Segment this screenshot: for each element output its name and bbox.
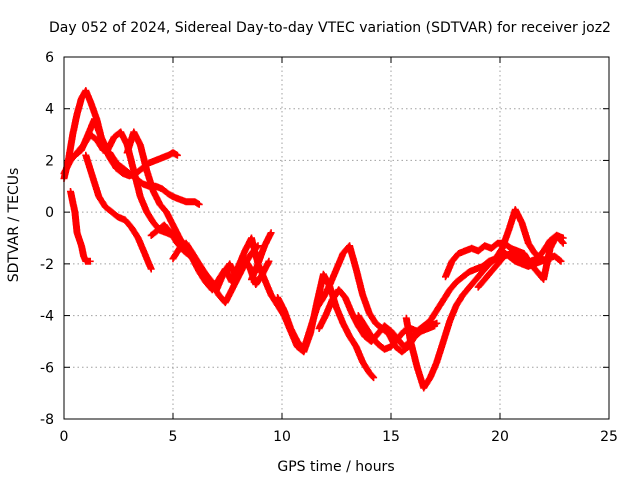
y-tick-label: 0	[45, 205, 54, 221]
data-points	[60, 87, 567, 392]
x-axis-label: GPS time / hours	[277, 459, 394, 475]
data-point-trace	[442, 231, 567, 283]
y-axis-label: SDTVAR / TECUs	[6, 168, 22, 283]
plot-frame	[63, 56, 610, 420]
y-tick-label: -8	[40, 412, 54, 428]
y-tick-label: 6	[45, 50, 54, 66]
y-tick-label: 2	[45, 153, 54, 169]
y-tick-label: -6	[40, 360, 54, 376]
x-tick-label: 15	[382, 429, 400, 445]
data-point-trace	[67, 188, 94, 265]
series-arc-1	[67, 188, 94, 265]
y-tick-label: -2	[40, 257, 54, 273]
series-arc-5	[82, 151, 155, 273]
x-tick-label: 5	[169, 429, 178, 445]
y-tick-label: 4	[45, 102, 54, 118]
data-point-trace	[402, 206, 552, 392]
series-arc-13	[402, 206, 552, 392]
data-point-trace	[474, 231, 567, 291]
data-point-trace	[82, 151, 155, 273]
y-tick-label: -4	[40, 309, 54, 325]
axis-ticks: 0 5 10 15 20 25 -8 -6 -4 -2 0 2 4 6	[40, 50, 618, 445]
x-tick-label: 10	[273, 429, 291, 445]
series-arc-8	[169, 239, 262, 307]
x-tick-label: 0	[60, 429, 69, 445]
series-arc-15	[474, 231, 567, 291]
x-tick-label: 25	[600, 429, 618, 445]
series-arc-14	[442, 231, 567, 283]
chart-title: Day 052 of 2024, Sidereal Day-to-day VTE…	[49, 20, 611, 36]
x-tick-label: 20	[491, 429, 509, 445]
data-point-trace	[169, 239, 262, 307]
